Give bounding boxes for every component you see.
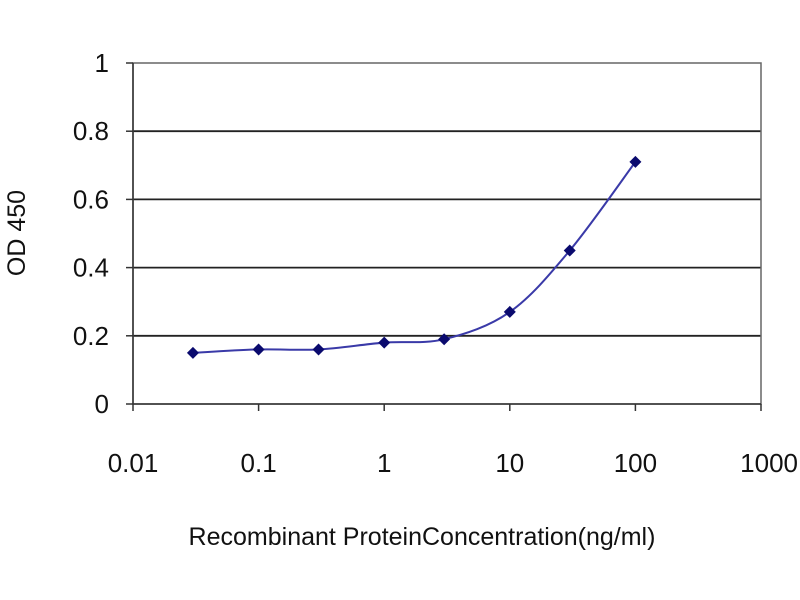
x-tick-label-0: 0.01: [108, 448, 159, 478]
axes: [126, 62, 762, 411]
x-tick-labels: 0.01 0.1 1 10 100 1000: [108, 448, 798, 478]
gridlines: [133, 130, 761, 337]
x-axis-title: Recombinant ProteinConcentration(ng/ml): [189, 523, 656, 551]
x-tick-label-2: 1: [377, 448, 391, 478]
data-point-0-1: [252, 343, 265, 356]
data-point-0-5: [503, 305, 516, 318]
data-point-0-3: [378, 336, 391, 349]
data-point-0-4: [438, 333, 451, 346]
x-tick-label-4: 100: [614, 448, 657, 478]
plot-frame: [132, 62, 762, 405]
y-tick-label-0: 0: [95, 389, 109, 419]
data-point-0-0: [186, 346, 199, 359]
x-tick-label-5: 1000: [740, 448, 798, 478]
data-point-0-2: [312, 343, 325, 356]
x-tick-label-1: 0.1: [241, 448, 277, 478]
series: [186, 155, 642, 359]
x-tick-label-3: 10: [495, 448, 524, 478]
y-axis-title: OD 450: [3, 190, 31, 276]
data-point-0-7: [629, 155, 642, 168]
series-0-line: [192, 161, 637, 354]
y-tick-label-3: 0.6: [73, 184, 109, 214]
data-point-0-6: [563, 244, 576, 257]
y-tick-label-1: 0.2: [73, 321, 109, 351]
y-tick-label-4: 0.8: [73, 116, 109, 146]
y-tick-label-2: 0.4: [73, 253, 109, 283]
y-tick-label-5: 1: [95, 48, 109, 78]
y-tick-labels: 0 0.2 0.4 0.6 0.8 1: [73, 48, 109, 419]
